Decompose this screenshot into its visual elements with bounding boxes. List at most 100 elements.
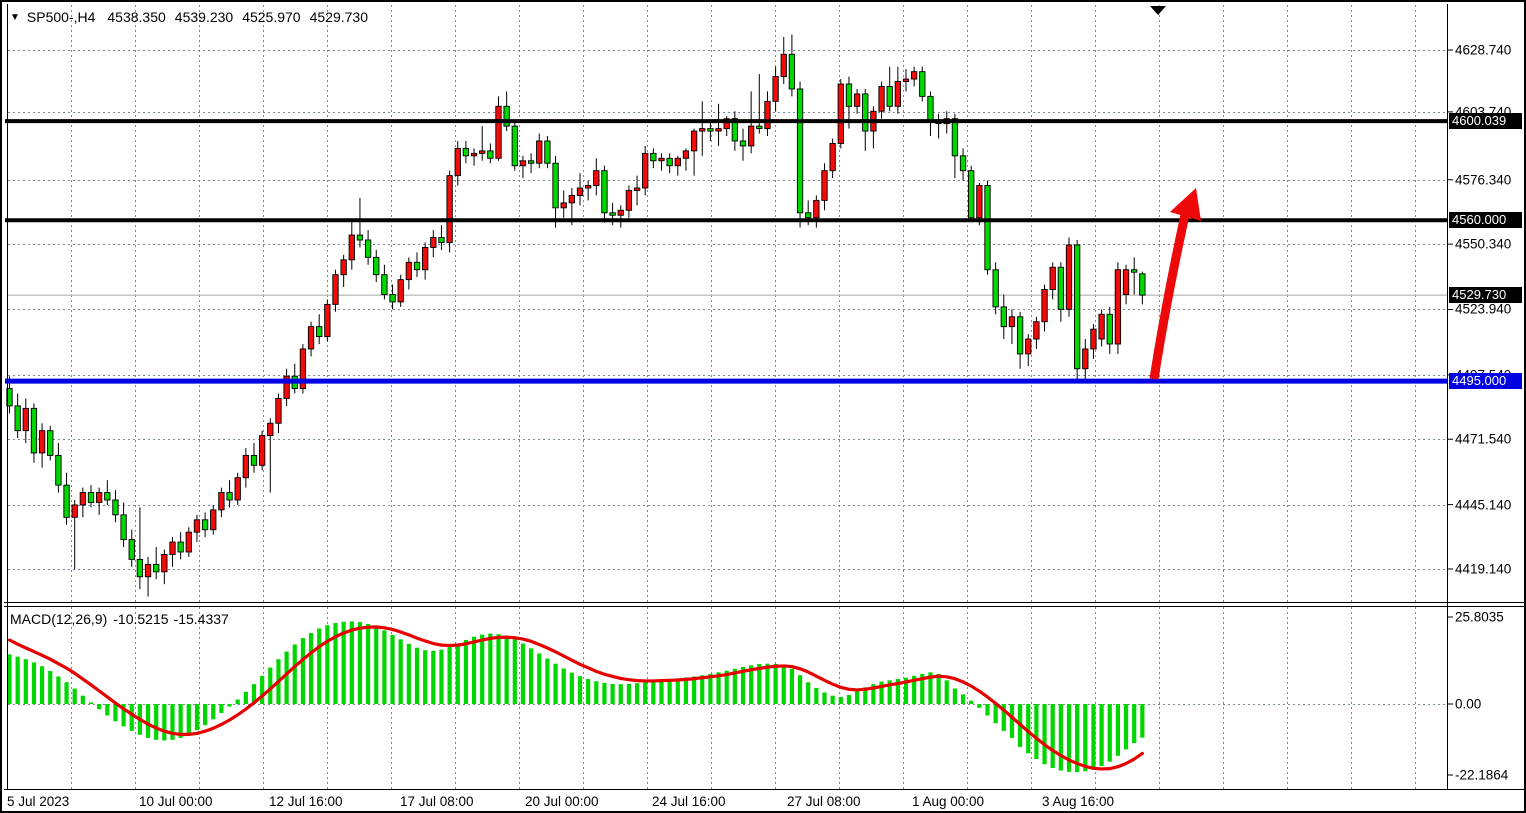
- bull-candle[interactable]: [169, 541, 176, 555]
- bull-candle[interactable]: [902, 78, 910, 82]
- bear-candle[interactable]: [707, 128, 714, 132]
- trend-arrow[interactable]: [1149, 188, 1201, 380]
- bear-candle[interactable]: [666, 157, 673, 167]
- bull-candle[interactable]: [218, 492, 225, 511]
- bull-candle[interactable]: [1090, 328, 1097, 350]
- bull-candle[interactable]: [1041, 289, 1048, 323]
- bull-candle[interactable]: [332, 274, 339, 305]
- bear-candle[interactable]: [919, 71, 926, 97]
- bull-candle[interactable]: [479, 150, 486, 154]
- bull-candle[interactable]: [764, 100, 771, 130]
- bull-candle[interactable]: [38, 430, 46, 454]
- bull-candle[interactable]: [430, 237, 437, 248]
- bull-candle[interactable]: [748, 125, 755, 147]
- bear-candle[interactable]: [805, 212, 812, 219]
- bull-candle[interactable]: [79, 492, 87, 506]
- bull-candle[interactable]: [446, 175, 453, 243]
- bull-candle[interactable]: [1082, 348, 1089, 370]
- bear-candle[interactable]: [992, 269, 999, 308]
- bear-candle[interactable]: [30, 407, 38, 454]
- bull-candle[interactable]: [536, 140, 543, 164]
- bear-candle[interactable]: [226, 492, 233, 501]
- panel-splitter[interactable]: [2, 603, 1524, 607]
- bear-candle[interactable]: [462, 147, 470, 157]
- bull-candle[interactable]: [1049, 266, 1056, 290]
- bull-candle[interactable]: [560, 202, 567, 209]
- bull-candle[interactable]: [422, 246, 429, 271]
- bull-candle[interactable]: [234, 477, 241, 501]
- bear-candle[interactable]: [796, 88, 804, 214]
- bear-candle[interactable]: [1057, 266, 1065, 310]
- bull-candle[interactable]: [642, 152, 649, 189]
- bull-candle[interactable]: [690, 130, 698, 152]
- bull-candle[interactable]: [1098, 313, 1105, 340]
- bear-candle[interactable]: [503, 105, 510, 127]
- bull-candle[interactable]: [715, 128, 722, 132]
- bear-candle[interactable]: [951, 118, 959, 157]
- bull-candle[interactable]: [1025, 338, 1032, 355]
- bear-candle[interactable]: [1016, 316, 1024, 355]
- bull-candle[interactable]: [470, 152, 478, 157]
- bull-candle[interactable]: [495, 105, 502, 159]
- bear-candle[interactable]: [177, 541, 184, 553]
- chart-menu-icon[interactable]: ▼: [10, 11, 20, 23]
- bull-candle[interactable]: [894, 81, 902, 107]
- bull-candle[interactable]: [267, 422, 274, 437]
- bull-candle[interactable]: [585, 185, 592, 189]
- bear-candle[interactable]: [413, 261, 421, 271]
- bear-candle[interactable]: [984, 185, 991, 271]
- bull-candle[interactable]: [22, 407, 29, 432]
- bear-candle[interactable]: [364, 239, 372, 258]
- macd-signal-line[interactable]: [7, 625, 1144, 771]
- chart-shift-marker-icon[interactable]: [1150, 6, 1166, 15]
- bear-candle[interactable]: [6, 388, 13, 407]
- bear-candle[interactable]: [14, 405, 21, 432]
- bear-candle[interactable]: [1073, 244, 1081, 370]
- bull-candle[interactable]: [405, 261, 412, 281]
- bear-candle[interactable]: [756, 125, 763, 130]
- trend-arrow-shaft[interactable]: [1149, 214, 1190, 380]
- bear-candle[interactable]: [609, 212, 616, 216]
- bull-candle[interactable]: [144, 563, 152, 578]
- bull-candle[interactable]: [324, 303, 331, 338]
- bear-candle[interactable]: [63, 484, 70, 518]
- bull-candle[interactable]: [853, 93, 861, 107]
- bull-candle[interactable]: [1033, 321, 1040, 340]
- bear-candle[interactable]: [128, 539, 135, 560]
- bull-candle[interactable]: [275, 398, 282, 424]
- bull-candle[interactable]: [976, 185, 983, 219]
- bear-candle[interactable]: [731, 118, 739, 142]
- bear-candle[interactable]: [788, 53, 796, 90]
- bear-candle[interactable]: [87, 492, 95, 503]
- bull-candle[interactable]: [674, 157, 681, 167]
- bull-candle[interactable]: [1122, 269, 1130, 295]
- bear-candle[interactable]: [373, 256, 380, 276]
- bear-candle[interactable]: [1139, 273, 1146, 296]
- bear-candle[interactable]: [927, 95, 934, 122]
- bull-candle[interactable]: [210, 509, 217, 531]
- bear-candle[interactable]: [886, 86, 893, 107]
- bull-candle[interactable]: [723, 118, 730, 130]
- bull-candle[interactable]: [699, 128, 706, 132]
- bull-candle[interactable]: [625, 190, 633, 211]
- bear-candle[interactable]: [527, 160, 535, 164]
- bear-candle[interactable]: [55, 454, 62, 486]
- bull-candle[interactable]: [397, 279, 404, 303]
- bull-candle[interactable]: [593, 170, 600, 186]
- bear-candle[interactable]: [120, 514, 127, 541]
- bear-candle[interactable]: [862, 93, 869, 132]
- bear-candle[interactable]: [1106, 313, 1113, 345]
- bull-candle[interactable]: [780, 53, 787, 78]
- bear-candle[interactable]: [381, 274, 388, 295]
- bear-candle[interactable]: [112, 499, 119, 516]
- bear-candle[interactable]: [389, 294, 396, 303]
- bear-candle[interactable]: [250, 454, 258, 466]
- bull-candle[interactable]: [161, 554, 168, 573]
- bull-candle[interactable]: [193, 519, 201, 533]
- bull-candle[interactable]: [633, 187, 641, 191]
- bull-candle[interactable]: [813, 199, 820, 219]
- bull-candle[interactable]: [340, 259, 347, 276]
- bull-candle[interactable]: [576, 187, 584, 196]
- bear-candle[interactable]: [968, 170, 975, 219]
